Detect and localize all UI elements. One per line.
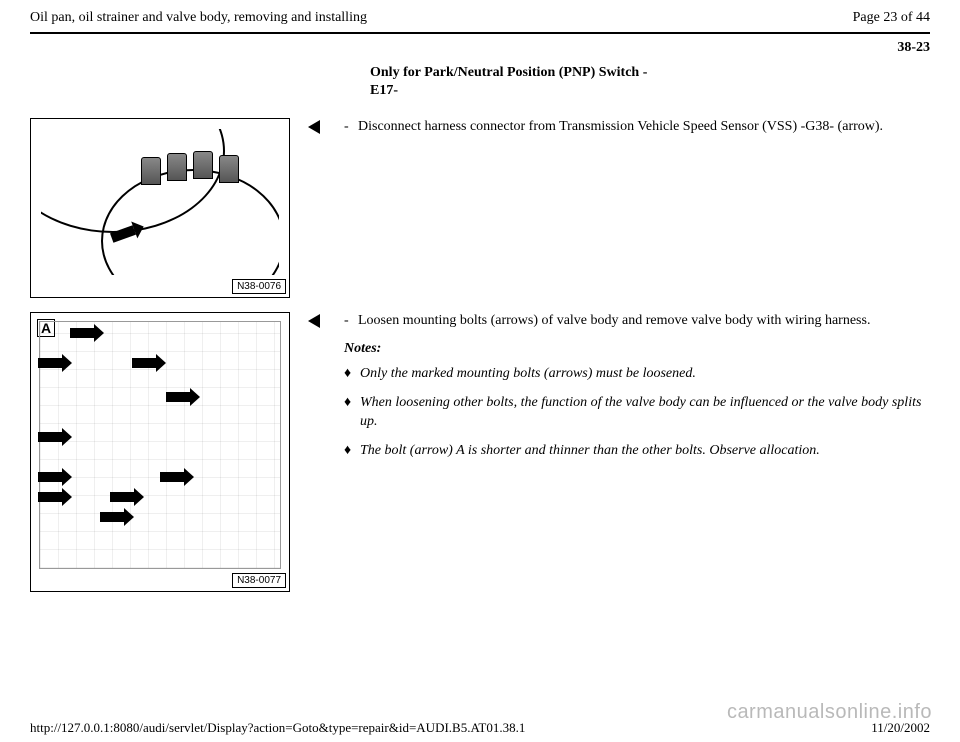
subtitle-line-2: E17- [370, 83, 398, 98]
section-1-text: - Disconnect harness connector from Tran… [344, 118, 930, 147]
figure-1: N38-0076 [30, 118, 290, 298]
diamond-bullet-icon: ♦ [344, 394, 360, 432]
figure-2: A N38-0077 [30, 312, 290, 592]
dash-bullet: - [344, 312, 358, 331]
diamond-bullet-icon: ♦ [344, 442, 360, 461]
diamond-bullet-icon: ♦ [344, 365, 360, 384]
note-2: When loosening other bolts, the function… [360, 394, 930, 432]
footer: http://127.0.0.1:8080/audi/servlet/Displ… [30, 720, 930, 736]
header-rule [30, 32, 930, 34]
figure-1-label: N38-0076 [232, 279, 286, 294]
dash-bullet: - [344, 118, 358, 137]
section-2: A N38-0077 - Loosen mounting bolts (arro… [30, 312, 930, 592]
note-3: The bolt (arrow) A is shorter and thinne… [360, 442, 820, 461]
header-title: Oil pan, oil strainer and valve body, re… [30, 10, 367, 26]
pointer-icon [308, 120, 320, 134]
header-page-of: Page 23 of 44 [853, 10, 930, 26]
section-1-step: Disconnect harness connector from Transm… [358, 118, 883, 137]
note-1: Only the marked mounting bolts (arrows) … [360, 365, 696, 384]
notes-header: Notes: [344, 341, 930, 357]
figure-2-label: N38-0077 [232, 573, 286, 588]
footer-date: 11/20/2002 [871, 720, 930, 736]
subtitle: Only for Park/Neutral Position (PNP) Swi… [370, 64, 930, 100]
pointer-icon [308, 314, 320, 328]
section-2-step: Loosen mounting bolts (arrows) of valve … [358, 312, 870, 331]
section-1: N38-0076 - Disconnect harness connector … [30, 118, 930, 298]
section-2-text: - Loosen mounting bolts (arrows) of valv… [344, 312, 930, 470]
footer-url: http://127.0.0.1:8080/audi/servlet/Displ… [30, 720, 525, 736]
subtitle-line-1: Only for Park/Neutral Position (PNP) Swi… [370, 65, 647, 80]
page-code: 38-23 [30, 40, 930, 56]
